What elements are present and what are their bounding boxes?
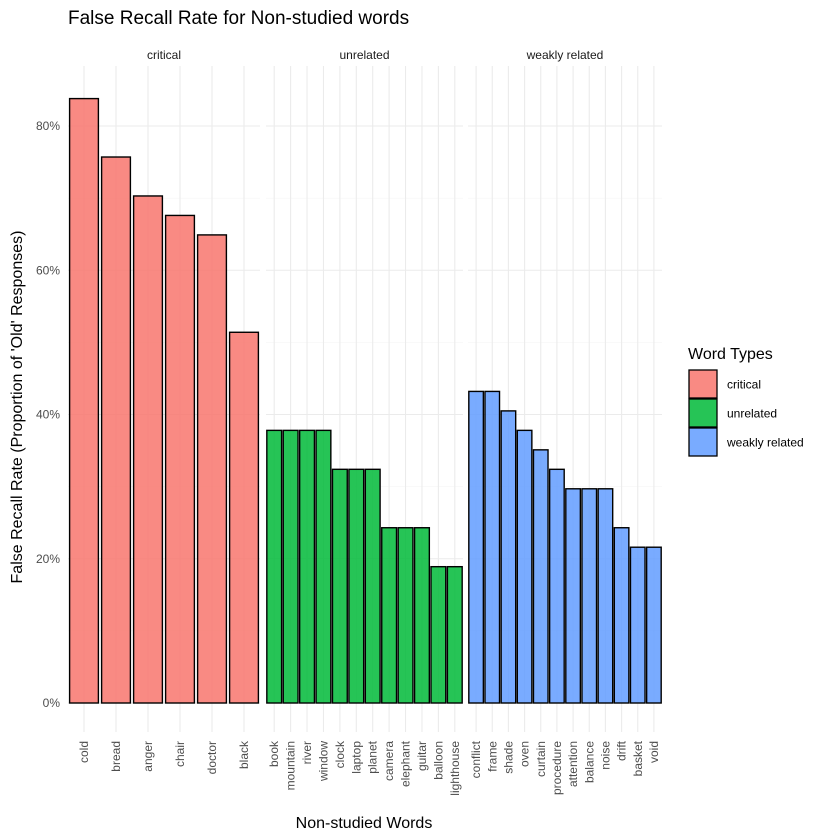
x-tick-label-chair: chair [173,741,187,767]
x-tick-label-elephant: elephant [399,740,413,787]
bar-book [266,429,283,704]
bar-balance [581,488,598,704]
x-tick-label-curtain: curtain [534,741,548,777]
x-tick-label-clock: clock [333,740,347,768]
facet-strip-weakly-related: weakly related [526,48,604,62]
chart-title: False Recall Rate for Non-studied words [68,8,409,29]
bar-void [645,546,662,704]
x-tick-label-oven: oven [518,741,532,767]
x-tick-label-lighthouse: lighthouse [448,741,462,796]
x-tick-label-procedure: procedure [550,741,564,795]
x-tick-label-noise: noise [598,741,612,770]
bar-bread [100,156,132,704]
bar-shade [500,410,517,704]
x-tick-label-laptop: laptop [349,741,363,774]
bar-basket [629,546,646,704]
x-tick-label-guitar: guitar [415,741,429,771]
bar-river [298,429,316,704]
bar-noise [597,488,614,704]
x-tick-label-book: book [267,740,281,767]
x-tick-label-black: black [237,740,251,769]
bar-layer [68,97,662,704]
y-tick-label: 40% [36,408,60,422]
x-tick-label-window: window [316,741,330,782]
x-tick-label-drift: drift [615,740,629,761]
bar-oven [516,429,533,704]
x-tick-label-mountain: mountain [284,741,298,790]
bar-attention [565,488,582,704]
x-tick-label-camera: camera [382,741,396,781]
x-tick-label-conflict: conflict [469,740,483,778]
bar-window [315,429,332,704]
legend-swatch-weakly-related [688,427,718,457]
legend-label-weakly-related: weakly related [726,436,804,450]
x-tick-label-balance: balance [582,741,596,783]
x-tick-label-bread: bread [109,741,123,772]
x-tick-label-frame: frame [485,741,499,772]
bar-black [228,331,260,704]
x-tick-label-attention: attention [566,741,580,787]
x-axis-title: Non-studied Words [296,815,433,832]
bar-chair [164,214,196,704]
y-tick-label: 0% [43,696,61,710]
bar-anger [132,195,164,704]
legend-title: Word Types [688,346,773,363]
bar-laptop [348,468,365,704]
x-tick-label-void: void [647,741,661,763]
legend: Word Types critical unrelated weakly relat… [688,346,804,457]
facet-strip-critical: critical [147,48,181,62]
facet-strip-unrelated: unrelated [339,48,389,62]
y-axis-title: False Recall Rate (Proportion of 'Old' R… [9,231,26,584]
legend-swatch-critical [688,369,718,399]
x-tick-label-shade: shade [501,741,515,774]
bar-guitar [413,527,431,704]
legend-swatch-unrelated [688,398,718,428]
y-tick-label: 80% [36,119,60,133]
bar-procedure [548,468,565,704]
x-tick-label-basket: basket [631,740,645,776]
legend-label-critical: critical [727,378,761,392]
x-tick-label-doctor: doctor [205,741,219,774]
bar-balloon [430,565,447,704]
bar-frame [484,390,501,704]
bar-clock [331,468,348,704]
x-tick-label-anger: anger [141,741,155,772]
bar-conflict [468,390,485,704]
bar-cold [68,97,100,704]
bar-elephant [397,527,414,704]
bar-lighthouse [446,565,463,704]
bar-mountain [282,429,299,704]
legend-label-unrelated: unrelated [727,407,777,421]
y-tick-label: 20% [36,552,60,566]
bar-camera [381,527,398,704]
y-tick-label: 60% [36,263,60,277]
bar-curtain [532,449,549,704]
tick-layer: 0% 20% 40% 60% 80% critical cold bread anger chai… [36,48,661,796]
x-tick-label-cold: cold [77,741,91,763]
bar-doctor [196,234,228,704]
x-tick-label-balloon: balloon [431,741,445,780]
bar-drift [613,527,630,704]
x-tick-label-river: river [300,741,314,764]
x-tick-label-planet: planet [366,740,380,773]
bar-planet [364,468,381,704]
